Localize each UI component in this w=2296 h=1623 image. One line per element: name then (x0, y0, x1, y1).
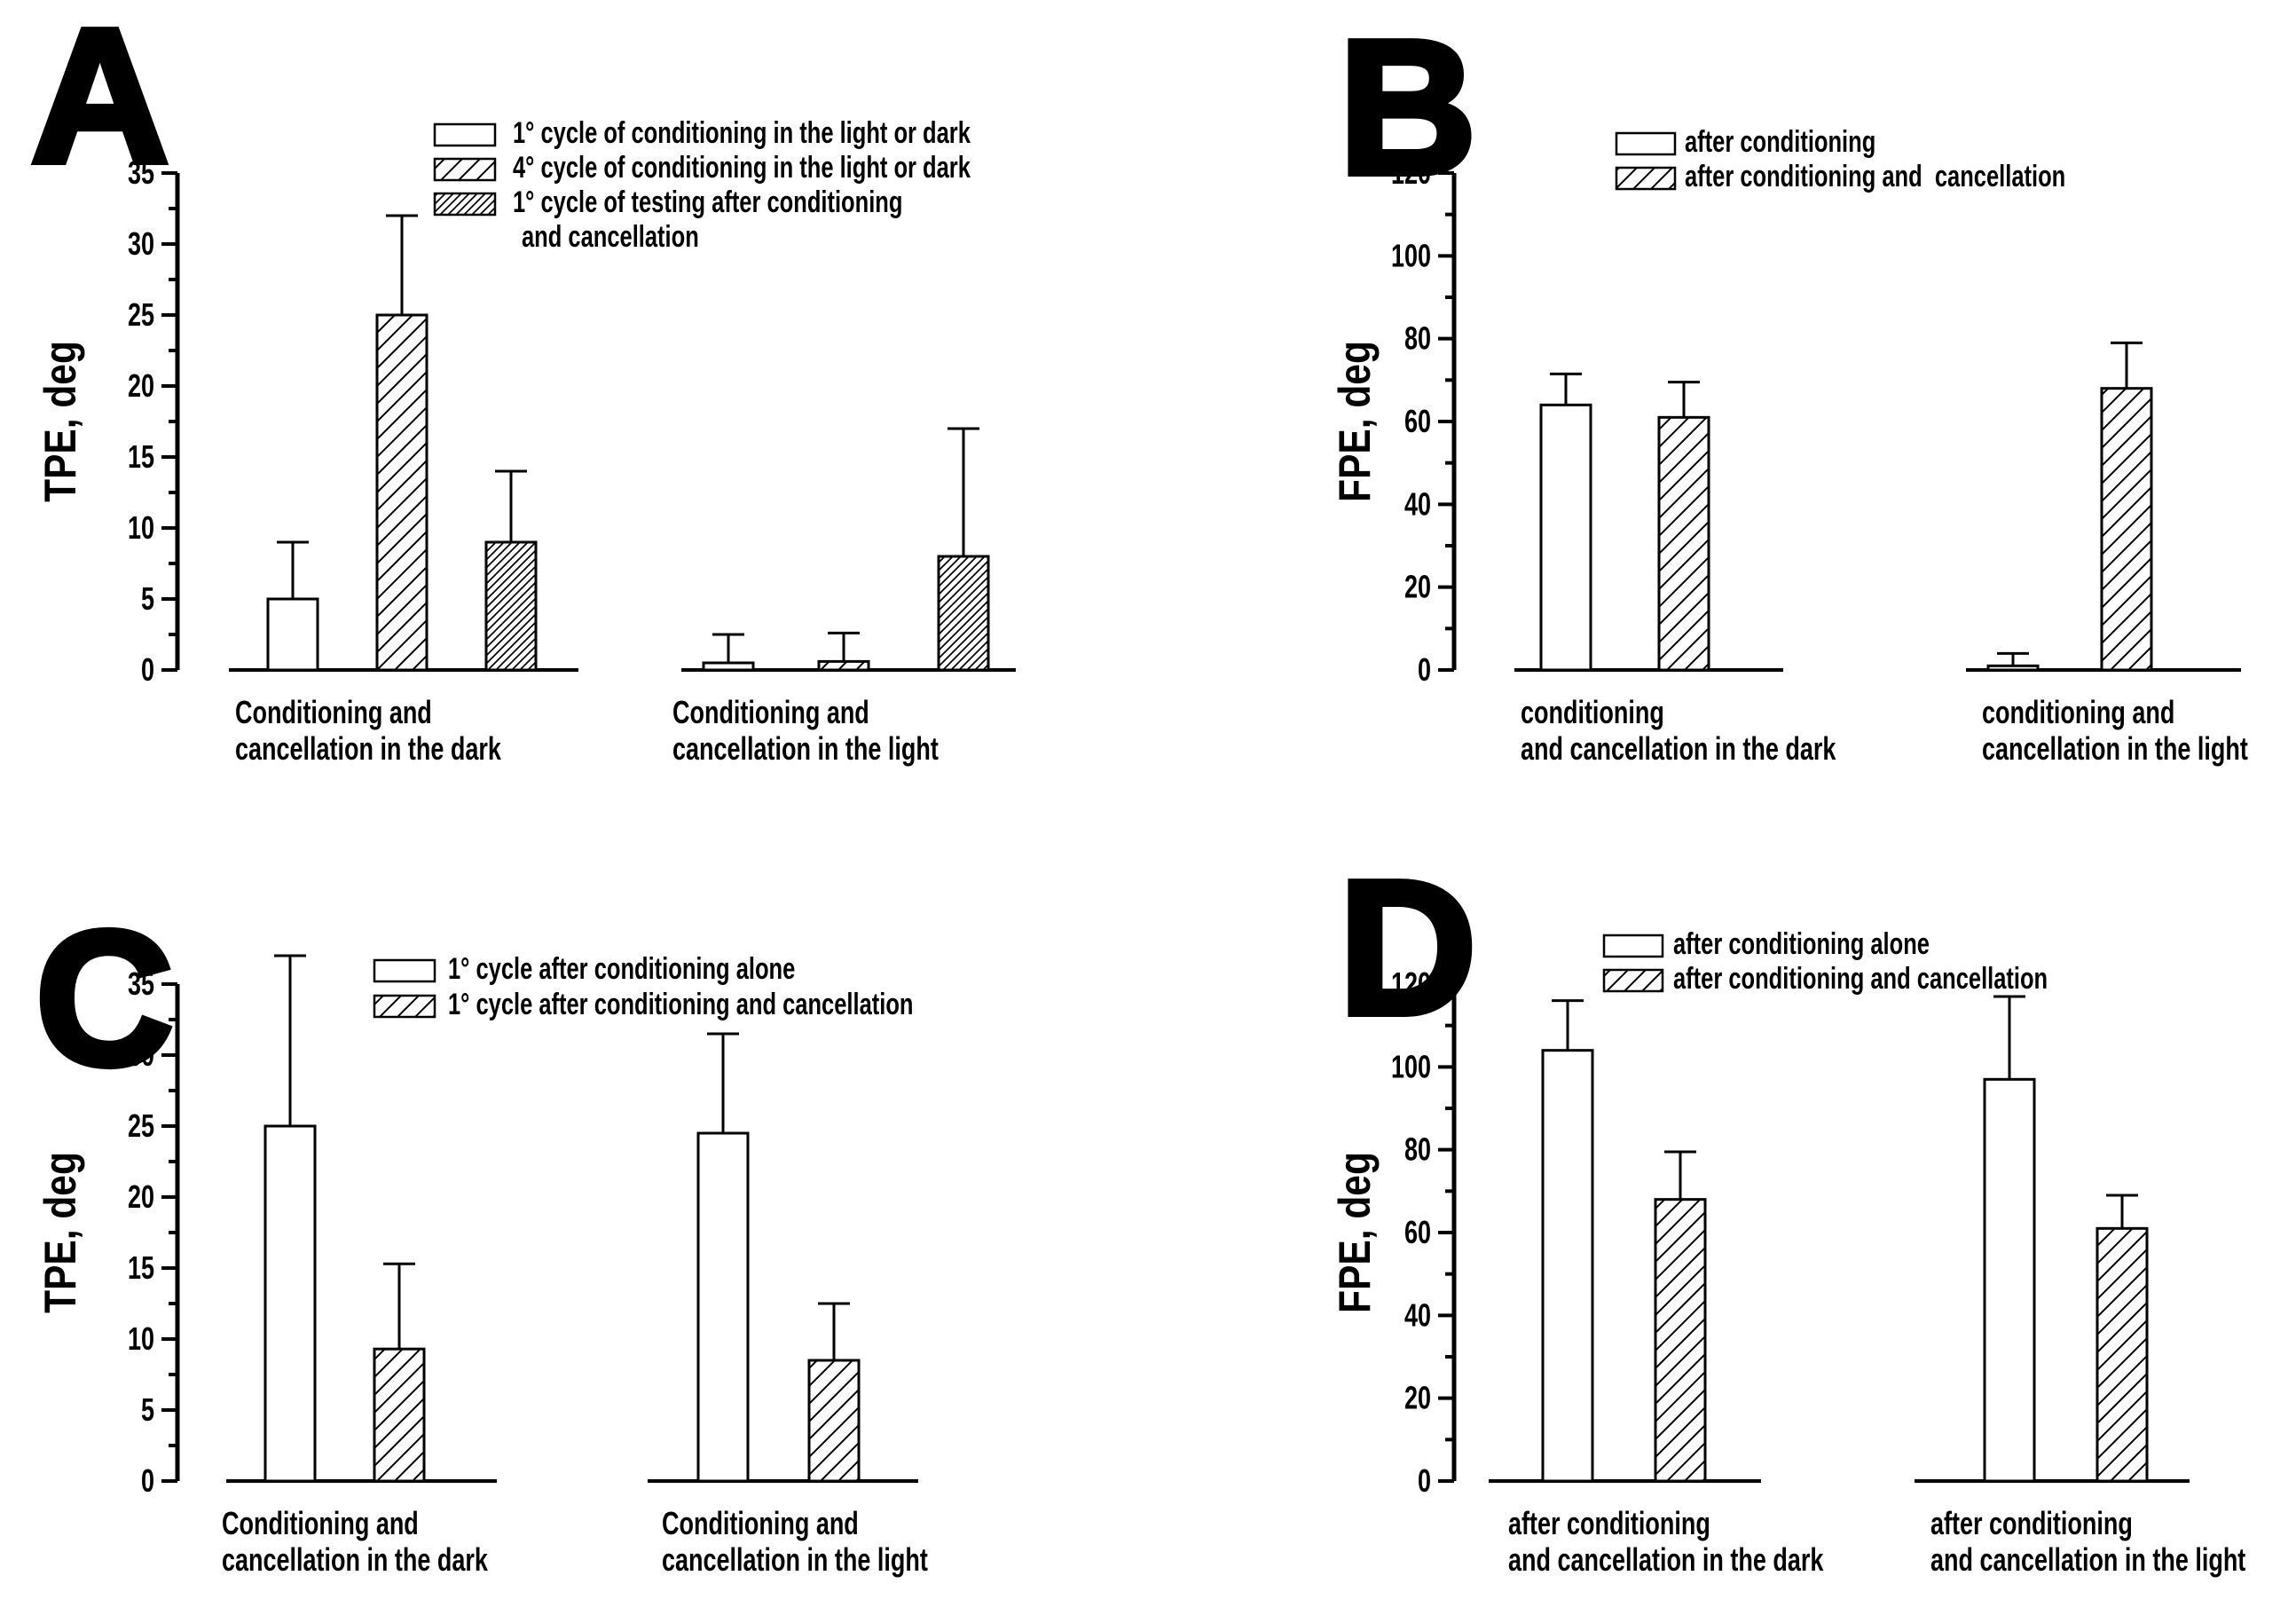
legend-label: 1° cycle of conditioning in the light or… (513, 117, 971, 150)
y-tick-label: 100 (1391, 1049, 1431, 1085)
group-label: cancellation in the light (662, 1541, 928, 1578)
bar (1657, 415, 1710, 672)
panel-letter: D (1339, 840, 1476, 1054)
y-tick-label: 80 (1404, 1131, 1431, 1168)
panel-chart-C: C 0 5 10 15 20 25 30 35 TPE, deg 1° cycle after co… (0, 811, 1148, 1623)
legend-swatch (1602, 968, 1664, 993)
y-tick-label: 40 (1404, 486, 1431, 523)
group-label: cancellation in the dark (235, 730, 501, 767)
y-tick-label: 0 (141, 651, 154, 688)
legend-label: and cancellation (522, 221, 699, 254)
y-tick-label: 0 (1418, 651, 1431, 688)
group-label: Conditioning and (235, 694, 432, 730)
bar (1983, 1077, 2036, 1483)
legend-swatch (433, 192, 497, 217)
group-label: Conditioning and (672, 694, 869, 730)
group-label: and cancellation in the dark (1508, 1541, 1824, 1578)
group-label: cancellation in the light (672, 730, 939, 767)
group-label: after conditioning (1930, 1505, 2133, 1541)
y-tick-label: 35 (128, 154, 154, 191)
legend-swatch (1602, 934, 1664, 958)
group-label: and cancellation in the light (1930, 1541, 2246, 1578)
y-tick-label: 25 (128, 296, 154, 333)
bar (484, 540, 538, 672)
bar (937, 555, 990, 672)
group-label: Conditioning and (222, 1505, 419, 1541)
bar (373, 1347, 426, 1483)
bar (266, 597, 319, 672)
y-tick-label: 25 (128, 1107, 154, 1144)
bar (1654, 1198, 1707, 1483)
bar (807, 1359, 861, 1483)
legend-label: after conditioning and cancellation (1673, 963, 2048, 996)
panel-chart-D: D 0 20 40 60 80 100 120 FPE, deg after conditioni… (1148, 811, 2296, 1623)
y-tick-label: 120 (1391, 154, 1431, 191)
y-tick-label: 20 (128, 367, 154, 404)
group-label: and cancellation in the dark (1521, 730, 1836, 767)
bar (1986, 664, 2040, 672)
group-label: conditioning and (1982, 694, 2174, 730)
y-axis-title: FPE, deg (1330, 341, 1380, 502)
legend-swatch (1615, 131, 1677, 156)
bar (1541, 1049, 1594, 1483)
bar (375, 313, 429, 672)
y-tick-label: 60 (1404, 1214, 1431, 1250)
group-label: cancellation in the light (1982, 730, 2248, 767)
legend-swatch (373, 958, 436, 983)
y-tick-label: 0 (141, 1462, 154, 1499)
y-tick-label: 20 (1404, 1380, 1431, 1416)
legend-label: after conditioning and cancellation (1685, 161, 2065, 193)
legend-swatch (373, 994, 436, 1019)
group-label: cancellation in the dark (222, 1541, 488, 1578)
y-tick-label: 35 (128, 965, 154, 1002)
legend-swatch (1615, 166, 1677, 191)
y-tick-label: 10 (128, 1320, 154, 1357)
y-tick-label: 5 (141, 1391, 154, 1428)
y-tick-label: 0 (1418, 1462, 1431, 1499)
legend-label: 4° cycle of conditioning in the light or… (513, 152, 971, 185)
y-tick-label: 30 (128, 225, 154, 262)
legend-label: 1° cycle after conditioning alone (448, 953, 795, 986)
y-tick-label: 60 (1404, 403, 1431, 439)
bar (1539, 403, 1592, 672)
group-label: conditioning (1521, 694, 1664, 730)
y-axis-title: TPE, deg (35, 341, 85, 502)
y-axis-title: FPE, deg (1330, 1152, 1380, 1313)
legend-label: 1° cycle of testing after conditioning (513, 186, 902, 219)
y-tick-label: 15 (128, 1249, 154, 1286)
bar (696, 1131, 750, 1483)
legend-label: 1° cycle after conditioning and cancella… (448, 989, 913, 1021)
y-axis-title: TPE, deg (35, 1152, 85, 1313)
bar (702, 661, 755, 672)
y-tick-label: 40 (1404, 1297, 1431, 1334)
panel-letter: A (31, 0, 169, 202)
bar (2095, 1226, 2149, 1483)
y-tick-label: 20 (1404, 569, 1431, 605)
panel-letter: C (35, 891, 173, 1105)
panel-chart-A: A 0 5 10 15 20 25 30 35 TPE, deg 1° cycle of condi… (0, 0, 1148, 811)
group-label: Conditioning and (662, 1505, 859, 1541)
bar (263, 1124, 317, 1483)
bar (817, 659, 870, 672)
legend-swatch (433, 157, 497, 182)
y-tick-label: 5 (141, 580, 154, 617)
y-tick-label: 30 (128, 1036, 154, 1073)
bar (2100, 387, 2153, 672)
y-tick-label: 20 (128, 1178, 154, 1215)
legend-label: after conditioning alone (1673, 928, 1930, 961)
legend-swatch (433, 122, 497, 147)
y-tick-label: 10 (128, 509, 154, 546)
y-tick-label: 100 (1391, 238, 1431, 274)
y-tick-label: 15 (128, 438, 154, 475)
y-tick-label: 80 (1404, 320, 1431, 357)
group-label: after conditioning (1508, 1505, 1710, 1541)
y-tick-label: 120 (1391, 965, 1431, 1002)
legend-label: after conditioning (1685, 126, 1875, 159)
